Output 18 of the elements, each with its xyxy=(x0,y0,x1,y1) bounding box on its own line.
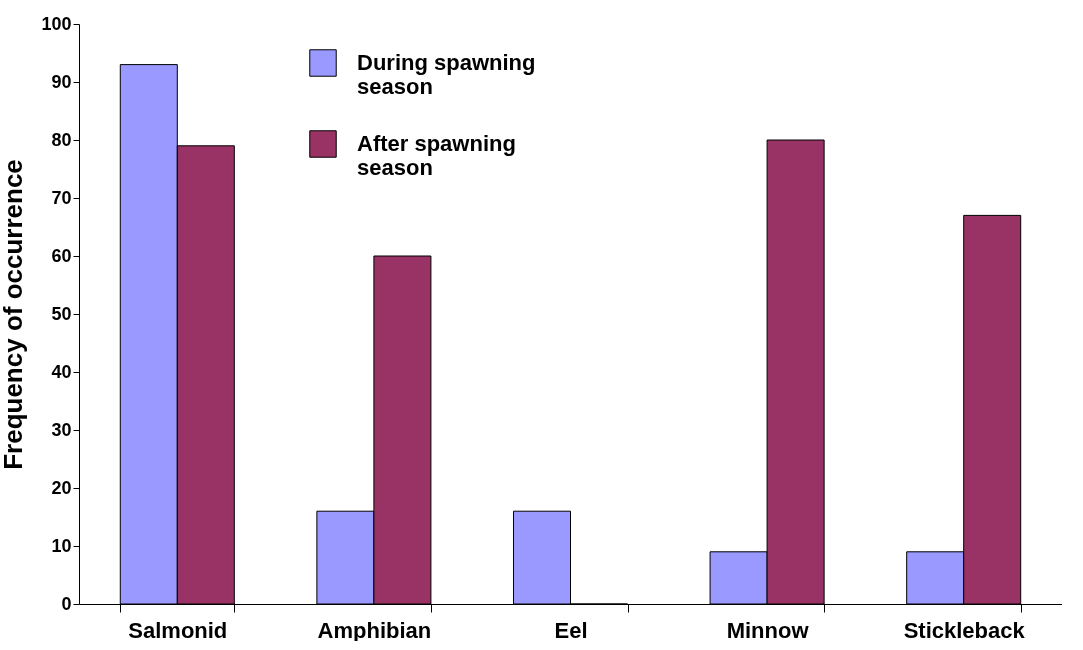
y-tick-label: 100 xyxy=(41,13,72,34)
y-tick-label: 40 xyxy=(51,361,72,382)
y-tick-label: 60 xyxy=(51,245,72,266)
y-tick-label: 50 xyxy=(51,303,72,324)
x-tick-label: Stickleback xyxy=(903,617,1026,643)
y-tick-label: 90 xyxy=(51,71,72,92)
y-tick-label: 80 xyxy=(51,129,72,150)
y-tick-label: 10 xyxy=(51,535,72,556)
y-tick-label: 20 xyxy=(51,477,72,498)
y-tick-label: 30 xyxy=(51,419,72,440)
y-tick-label: 0 xyxy=(61,593,72,614)
x-tick-label: Salmonid xyxy=(128,617,228,643)
legend-label: After spawning season xyxy=(357,131,516,180)
y-axis-title: Frequency of occurrence xyxy=(0,159,29,470)
x-tick-label: Eel xyxy=(554,617,588,643)
y-tick-label: 70 xyxy=(51,187,72,208)
legend-label: During spawning season xyxy=(357,50,536,99)
x-tick-label: Minnow xyxy=(726,617,810,643)
